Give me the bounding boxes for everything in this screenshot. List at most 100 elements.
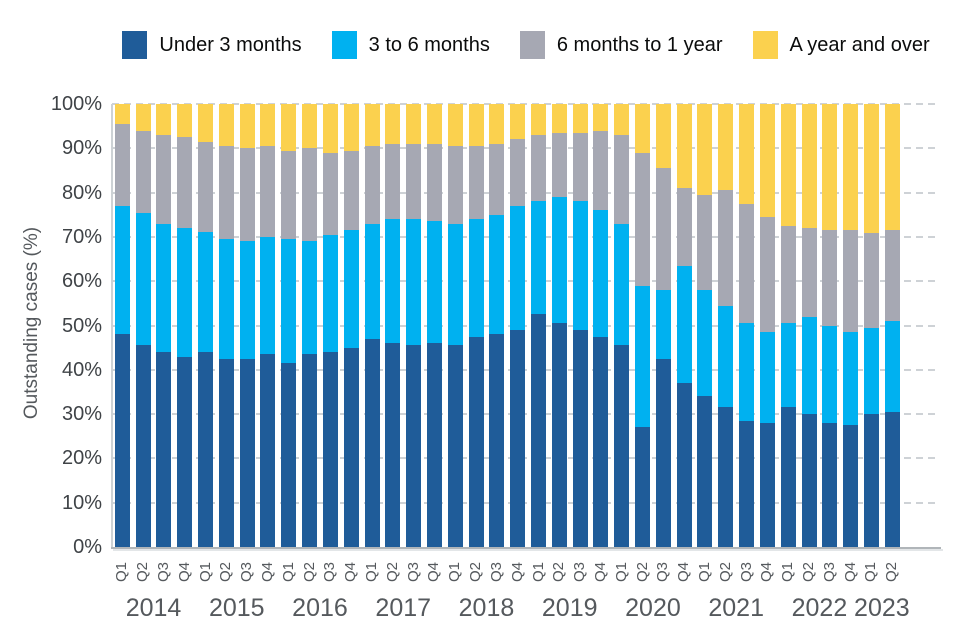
segment <box>572 201 588 330</box>
segment <box>364 338 380 547</box>
year-label: 2018 <box>458 594 515 622</box>
gridline-60% <box>112 280 940 283</box>
segment <box>114 334 130 547</box>
gridline-80% <box>112 191 940 194</box>
segment <box>198 232 214 353</box>
segment <box>780 323 796 408</box>
legend-label: Under 3 months <box>159 33 302 56</box>
segment <box>322 152 338 235</box>
segment <box>364 104 380 147</box>
segment <box>780 225 796 324</box>
segment <box>156 104 172 136</box>
segment <box>614 135 630 224</box>
quarter-label: Q3 <box>404 562 422 583</box>
segment <box>801 228 817 317</box>
quarter-label: Q2 <box>300 562 318 583</box>
segment <box>177 228 193 357</box>
segment <box>676 265 692 384</box>
segment <box>697 290 713 397</box>
legend-label: 6 months to 1 year <box>556 33 723 56</box>
segment <box>739 104 755 204</box>
segment <box>302 241 318 355</box>
gridline-10% <box>112 501 940 504</box>
y-tick-label: 0% <box>73 536 102 558</box>
quarter-label: Q1 <box>612 562 630 583</box>
segment <box>447 223 463 346</box>
y-tick-label: 90% <box>61 137 102 160</box>
segment <box>780 407 796 547</box>
segment <box>510 139 526 206</box>
y-tick-label: 100% <box>50 93 102 115</box>
quarter-label: Q2 <box>467 562 485 583</box>
segment <box>281 239 297 364</box>
legend-label: A year and over <box>789 33 930 56</box>
segment <box>655 358 671 547</box>
segment <box>551 104 567 133</box>
segment <box>468 219 484 337</box>
segment <box>572 104 588 133</box>
segment <box>156 223 172 353</box>
segment <box>780 104 796 226</box>
quarter-label: Q2 <box>716 562 734 583</box>
segment <box>322 104 338 153</box>
segment <box>114 104 130 124</box>
segment <box>426 143 442 222</box>
segment <box>218 358 234 547</box>
chart-legend: Under 3 months 3 to 6 months 6 months to 1… <box>112 30 940 60</box>
legend-item-2: 6 months to 1 year <box>519 31 723 59</box>
segment <box>884 411 900 547</box>
quarter-label: Q2 <box>800 562 818 583</box>
quarter-label: Q2 <box>383 562 401 583</box>
legend-swatch-icon <box>331 31 357 59</box>
segment <box>489 214 505 335</box>
segment <box>447 146 463 224</box>
y-tick-label: 80% <box>61 181 102 204</box>
segment <box>843 104 859 231</box>
bar-2014-Q4 <box>177 104 193 547</box>
segment <box>655 168 671 291</box>
legend-swatch-icon <box>122 31 148 59</box>
segment <box>593 210 609 337</box>
year-label: 2017 <box>375 594 432 622</box>
segment <box>822 230 838 326</box>
segment <box>531 135 546 202</box>
segment <box>260 354 276 547</box>
segment <box>863 414 879 547</box>
segment <box>156 352 172 547</box>
segment <box>447 345 463 547</box>
segment <box>364 223 380 339</box>
quarter-label: Q3 <box>321 562 339 583</box>
y-tick-label: 40% <box>61 358 102 381</box>
segment <box>385 143 401 220</box>
segment <box>177 356 193 547</box>
plot-area <box>111 103 943 551</box>
bar-2021-Q2 <box>718 104 734 547</box>
bar-2019-Q2 <box>551 104 567 547</box>
bar-2019-Q1 <box>531 104 546 547</box>
segment <box>635 152 651 286</box>
segment <box>239 148 255 242</box>
year-label: 2021 <box>708 594 764 622</box>
segment <box>218 239 234 359</box>
bar-2023-Q1 <box>863 104 879 547</box>
bar-2020-Q4 <box>676 104 692 547</box>
quarter-label: Q1 <box>196 562 214 583</box>
segment <box>322 234 338 353</box>
bar-2023-Q2 <box>884 104 900 547</box>
bar-2022-Q3 <box>822 104 838 547</box>
segment <box>718 190 734 306</box>
segment <box>822 325 838 423</box>
segment <box>510 329 526 547</box>
segment <box>489 334 505 547</box>
quarter-label: Q1 <box>446 562 464 583</box>
bar-2015-Q4 <box>260 104 276 547</box>
bar-2016-Q4 <box>343 104 359 547</box>
quarter-label: Q1 <box>862 562 880 583</box>
segment <box>364 146 380 224</box>
segment <box>135 130 151 213</box>
quarter-label: Q3 <box>820 562 838 583</box>
quarter-label: Q4 <box>425 562 443 583</box>
bar-2021-Q1 <box>697 104 713 547</box>
y-tick-label: 20% <box>61 447 102 470</box>
segment <box>426 343 442 547</box>
